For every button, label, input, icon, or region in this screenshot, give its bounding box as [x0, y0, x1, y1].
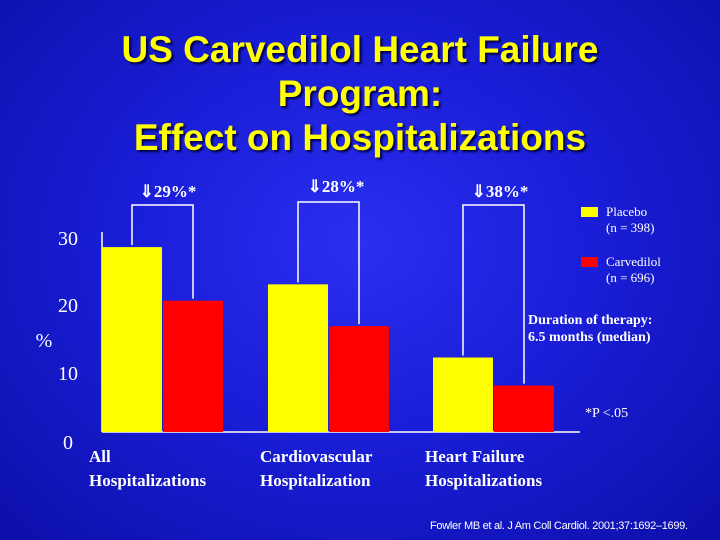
- y-tick-label: 30: [58, 228, 78, 250]
- slide-title: US Carvedilol Heart Failure Program: Eff…: [0, 28, 720, 160]
- reduction-bracket: [131, 204, 194, 299]
- y-tick-label: 10: [58, 363, 78, 385]
- x-category-label: Cardiovascular Hospitalization: [260, 447, 376, 490]
- reduction-bracket: [462, 204, 525, 384]
- legend-swatch-placebo: [581, 207, 598, 217]
- y-tick-label: 20: [58, 295, 78, 317]
- category-line: Hospitalization: [260, 471, 371, 490]
- legend-label-placebo: Placebo (n = 398): [606, 204, 655, 235]
- legend-line: (n = 398): [606, 220, 655, 235]
- bar-carvedilol-cardiovascular: [329, 326, 389, 432]
- category-line: All: [89, 447, 111, 466]
- legend-line: Carvedilol: [606, 254, 661, 269]
- citation: Fowler MB et al. J Am Coll Cardiol. 2001…: [430, 520, 688, 532]
- duration-line: 6.5 months (median): [528, 330, 651, 345]
- title-line-1: US Carvedilol Heart Failure: [121, 29, 599, 70]
- title-line-2: Program:: [277, 73, 443, 114]
- legend-line: Placebo: [606, 204, 647, 219]
- bar-carvedilol-heart-failure: [494, 385, 554, 432]
- bar-placebo-all-hospitalizations: [102, 247, 162, 432]
- reduction-bracket: [297, 201, 360, 325]
- bar-carvedilol-all-hospitalizations: [163, 300, 223, 432]
- category-line: Hospitalizations: [89, 471, 207, 490]
- y-tick-label: 0: [63, 432, 73, 454]
- reduction-label-heart-failure: ⇓38%*: [472, 182, 529, 201]
- bar-placebo-heart-failure: [433, 357, 493, 432]
- legend-line: (n = 696): [606, 270, 655, 285]
- legend-label-carvedilol: Carvedilol (n = 696): [606, 254, 664, 285]
- x-category-label: Heart Failure Hospitalizations: [425, 447, 543, 490]
- duration-note: Duration of therapy: 6.5 months (median): [528, 313, 656, 345]
- reduction-label-cardiovascular: ⇓28%*: [308, 177, 365, 196]
- duration-line: Duration of therapy:: [528, 313, 652, 328]
- bar-placebo-cardiovascular: [268, 284, 328, 432]
- reduction-label-all: ⇓29%*: [140, 182, 197, 201]
- category-line: Cardiovascular: [260, 447, 373, 466]
- y-axis-label: %: [36, 330, 53, 352]
- category-line: Hospitalizations: [425, 471, 543, 490]
- title-line-3: Effect on Hospitalizations: [133, 117, 587, 158]
- legend-swatch-carvedilol: [581, 257, 598, 267]
- x-category-label: All Hospitalizations: [89, 447, 207, 490]
- significance-note: *P <.05: [585, 406, 628, 421]
- category-line: Heart Failure: [425, 447, 525, 466]
